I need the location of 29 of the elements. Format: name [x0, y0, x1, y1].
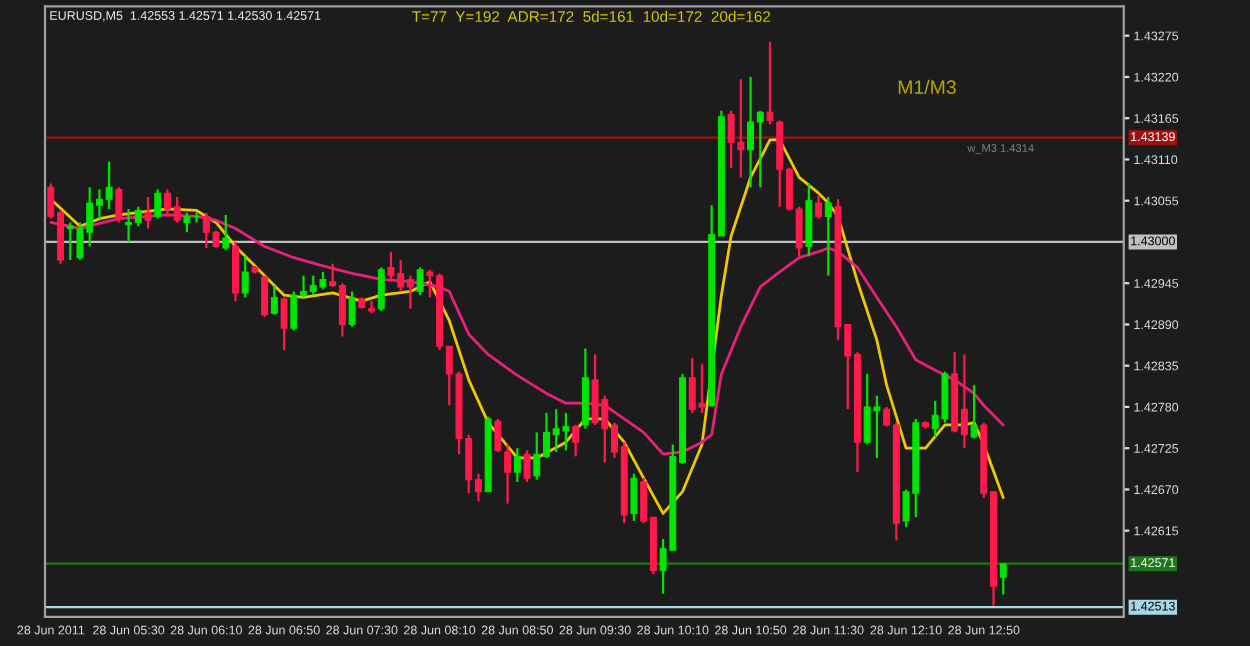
candlestick — [572, 423, 580, 458]
candlestick — [154, 188, 162, 220]
candlestick — [241, 255, 249, 299]
candlestick — [504, 443, 512, 505]
candlestick — [805, 182, 813, 258]
candlestick — [824, 195, 832, 277]
candlestick — [815, 193, 823, 220]
candlestick — [183, 211, 191, 234]
candlestick — [280, 296, 288, 352]
candlestick — [348, 290, 356, 328]
candlestick — [416, 266, 424, 297]
line-series — [49, 138, 1005, 515]
candlestick — [999, 562, 1007, 596]
candlestick — [523, 449, 531, 484]
candlestick — [144, 195, 152, 230]
candlestick — [513, 447, 521, 484]
candlestick — [970, 384, 978, 440]
candlestick — [766, 40, 774, 126]
line-series — [49, 213, 1005, 456]
candlestick — [581, 347, 589, 430]
candlestick — [261, 274, 269, 319]
candlestick — [494, 417, 502, 454]
candlestick — [270, 284, 278, 316]
candlestick — [377, 266, 385, 313]
candlestick — [222, 213, 230, 252]
candlestick — [630, 472, 638, 523]
candlestick — [115, 186, 123, 224]
candlestick — [232, 240, 239, 303]
annotation: M1/M3 — [898, 79, 956, 94]
